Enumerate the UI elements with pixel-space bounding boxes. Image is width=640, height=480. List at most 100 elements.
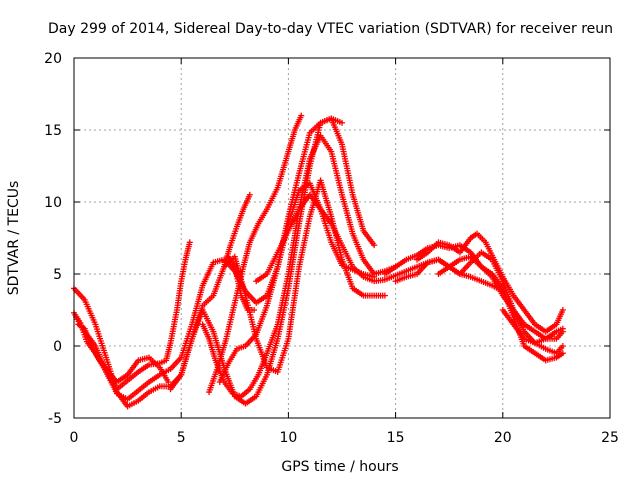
data-point [231, 393, 247, 406]
data-point [173, 280, 184, 313]
data-point [489, 271, 505, 290]
data-point [467, 273, 483, 284]
data-point [182, 241, 193, 263]
data-point [253, 373, 269, 400]
series-trace-15 [499, 307, 566, 347]
data-point [339, 242, 355, 268]
y-tick-label: 0 [53, 339, 62, 355]
data-point [274, 150, 291, 191]
data-point [317, 206, 333, 225]
data-point [414, 250, 429, 263]
data-point [156, 358, 168, 367]
data-point [559, 325, 566, 332]
data-point [478, 263, 494, 276]
data-point [381, 292, 388, 299]
data-point [233, 343, 247, 352]
data-point [510, 292, 526, 312]
data-point [553, 309, 565, 328]
data-point [306, 122, 323, 169]
data-point [349, 230, 366, 261]
chart-title: Day 299 of 2014, Sidereal Day-to-day VTE… [48, 21, 613, 37]
data-point [339, 141, 356, 196]
data-point [435, 256, 451, 269]
x-tick-label: 0 [70, 430, 79, 446]
data-point [317, 116, 333, 126]
x-tick-label: 15 [387, 430, 405, 446]
data-point [339, 119, 345, 126]
data-point [96, 357, 110, 373]
series-trace-4 [199, 132, 399, 400]
data-point [199, 294, 215, 309]
data-point [124, 359, 140, 378]
data-point [435, 265, 451, 277]
data-point [178, 338, 195, 378]
data-point [478, 249, 494, 262]
data-point [499, 285, 516, 318]
data-point [206, 335, 218, 362]
data-point [167, 309, 180, 347]
data-point [478, 278, 493, 288]
data-point [531, 350, 547, 363]
data-point [105, 368, 119, 384]
data-point [246, 222, 261, 246]
data-point [178, 323, 195, 361]
data-point [381, 273, 397, 283]
data-point [491, 256, 505, 278]
data-point [199, 261, 216, 289]
data-point [210, 266, 227, 299]
data-point [339, 191, 356, 235]
data-point [214, 338, 229, 371]
data-point [553, 330, 565, 342]
data-point [263, 251, 280, 277]
data-point [510, 321, 526, 340]
x-tick-label: 20 [494, 430, 512, 446]
data-point [414, 261, 430, 277]
data-point [285, 172, 302, 220]
y-tick-label: 10 [44, 195, 62, 211]
data-point [285, 223, 302, 292]
data-point [349, 191, 366, 232]
data-point [167, 356, 183, 373]
data-point [231, 263, 244, 297]
data-point [240, 193, 252, 213]
y-tick-label: 5 [53, 267, 62, 283]
series-trace-13 [414, 230, 566, 335]
plot-frame [73, 57, 611, 419]
y-tick-label: 20 [44, 51, 62, 67]
x-tick-label: 5 [177, 430, 186, 446]
data-point [135, 390, 151, 404]
data-point [296, 132, 313, 177]
data-point [263, 266, 281, 309]
data-point [435, 239, 451, 248]
series-trace-8 [221, 191, 253, 270]
axis-ticks: 0 5 10 15 20 25 -5 0 5 10 15 20 [44, 51, 619, 446]
data-point [225, 347, 239, 367]
data-point [274, 229, 291, 256]
data-point [71, 285, 87, 302]
data-point [253, 272, 269, 285]
data-point [531, 336, 547, 347]
data-point [521, 335, 536, 346]
series-trace-3 [71, 177, 388, 410]
data-point [186, 239, 193, 246]
y-tick-label: 15 [44, 123, 62, 139]
data-point [306, 191, 323, 211]
data-point [124, 370, 140, 384]
data-point [88, 343, 102, 362]
data-point [360, 256, 376, 276]
data-point [199, 307, 216, 333]
data-point [371, 277, 386, 285]
data-point [246, 373, 261, 393]
data-point [559, 307, 566, 313]
data-point [146, 384, 161, 396]
data-point [446, 257, 462, 270]
data-point [559, 343, 566, 349]
data-point [238, 292, 250, 311]
data-point [531, 321, 547, 334]
data-point [178, 259, 189, 285]
data-point [163, 342, 173, 364]
data-point [81, 325, 94, 347]
data-point [223, 302, 238, 342]
data-point [542, 345, 558, 356]
